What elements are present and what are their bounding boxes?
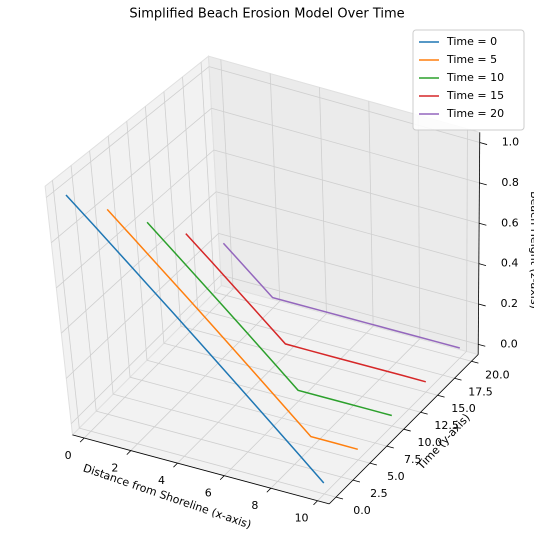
legend-label: Time = 5 bbox=[446, 53, 497, 66]
tick-mark bbox=[266, 487, 272, 493]
tick-mark bbox=[437, 394, 445, 398]
series-line bbox=[106, 208, 358, 451]
x-tick-label: 4 bbox=[158, 474, 165, 487]
tick-mark bbox=[478, 344, 486, 347]
x-axis bbox=[72, 434, 330, 505]
x-tick-label: 8 bbox=[251, 499, 258, 512]
y-tick-label: 10.0 bbox=[417, 436, 442, 449]
z-tick-label: 0.6 bbox=[501, 216, 519, 229]
y-tick-label: 20.0 bbox=[485, 368, 510, 381]
z-axis-label: Beach Height (z-axis) bbox=[528, 191, 534, 309]
grid-line bbox=[129, 376, 387, 447]
tick-mark bbox=[454, 377, 462, 381]
y-tick-label: 2.5 bbox=[370, 487, 388, 500]
tick-mark bbox=[479, 182, 487, 186]
grid-line bbox=[107, 135, 131, 378]
grid-line bbox=[319, 87, 327, 314]
grid-line bbox=[182, 76, 199, 310]
grid-line bbox=[220, 59, 234, 289]
y-tick-label: 17.5 bbox=[468, 385, 493, 398]
grid-line bbox=[146, 359, 404, 430]
tick-mark bbox=[313, 500, 318, 506]
grid-line bbox=[70, 165, 97, 412]
z-tick-label: 0.8 bbox=[501, 176, 519, 189]
grid-line bbox=[46, 66, 210, 198]
grid-line bbox=[200, 62, 216, 293]
tick-mark bbox=[335, 496, 344, 500]
tick-mark bbox=[471, 360, 479, 364]
z-tick-label: 0.2 bbox=[501, 297, 519, 310]
grid-line bbox=[113, 393, 370, 464]
grid-line bbox=[417, 115, 421, 339]
grid-line bbox=[65, 233, 219, 379]
tick-mark bbox=[420, 411, 428, 415]
grid-line bbox=[96, 410, 354, 481]
x-tick-label: 6 bbox=[205, 487, 212, 500]
grid-line bbox=[51, 107, 212, 244]
y-tick-label: 7.5 bbox=[404, 453, 422, 466]
z-tick-label: 1.0 bbox=[502, 136, 520, 149]
grid-line bbox=[56, 149, 215, 289]
z-axis bbox=[477, 132, 481, 355]
grid-line bbox=[52, 180, 80, 429]
x-tick-label: 0 bbox=[65, 449, 72, 462]
tick-mark bbox=[403, 428, 411, 432]
tick-mark bbox=[173, 462, 178, 468]
legend-label: Time = 10 bbox=[446, 71, 504, 84]
z-tick-label: 0.0 bbox=[500, 337, 518, 350]
grid-line bbox=[220, 274, 479, 345]
grid-line bbox=[211, 107, 480, 184]
y-axis bbox=[328, 354, 479, 505]
series-line bbox=[146, 221, 392, 417]
grid-line bbox=[70, 274, 222, 424]
tick-mark bbox=[219, 475, 225, 481]
tick-mark bbox=[478, 263, 487, 266]
grid-line bbox=[368, 101, 374, 327]
grid-line bbox=[213, 149, 480, 224]
legend-label: Time = 0 bbox=[446, 35, 497, 48]
legend-label: Time = 15 bbox=[446, 89, 504, 102]
tick-mark bbox=[478, 303, 486, 307]
tick-mark bbox=[386, 445, 394, 449]
series-line bbox=[185, 233, 426, 383]
grid-line bbox=[144, 106, 165, 344]
grid-line bbox=[466, 128, 468, 352]
grid-line bbox=[216, 191, 479, 265]
grid-line bbox=[269, 73, 281, 302]
tick-mark bbox=[479, 222, 487, 226]
tick-mark bbox=[352, 479, 361, 483]
y-tick-label: 0.0 bbox=[353, 504, 371, 517]
grid-line bbox=[218, 233, 479, 305]
grid-line bbox=[61, 191, 217, 334]
grid-line bbox=[197, 308, 455, 379]
legend-label: Time = 20 bbox=[446, 107, 504, 120]
tick-mark bbox=[369, 462, 377, 466]
series-line bbox=[222, 242, 460, 349]
back-pane bbox=[207, 55, 481, 356]
tick-mark bbox=[479, 142, 488, 145]
grid-line bbox=[79, 427, 337, 498]
y-tick-label: 15.0 bbox=[451, 402, 476, 415]
series-line bbox=[65, 194, 325, 484]
tick-mark bbox=[126, 450, 132, 455]
grid-line bbox=[214, 291, 472, 362]
grid-line bbox=[126, 121, 148, 361]
x-tick-label: 10 bbox=[295, 512, 309, 525]
y-tick-label: 5.0 bbox=[387, 470, 405, 483]
z-tick-label: 0.4 bbox=[501, 257, 518, 270]
grid-line bbox=[89, 150, 114, 395]
chart-title: Simplified Beach Erosion Model Over Time bbox=[129, 7, 404, 22]
tick-mark bbox=[79, 437, 85, 443]
legend-box bbox=[412, 29, 525, 131]
x-tick-label: 2 bbox=[111, 462, 118, 475]
y-tick-label: 12.5 bbox=[434, 419, 459, 432]
grid-line bbox=[163, 342, 421, 413]
